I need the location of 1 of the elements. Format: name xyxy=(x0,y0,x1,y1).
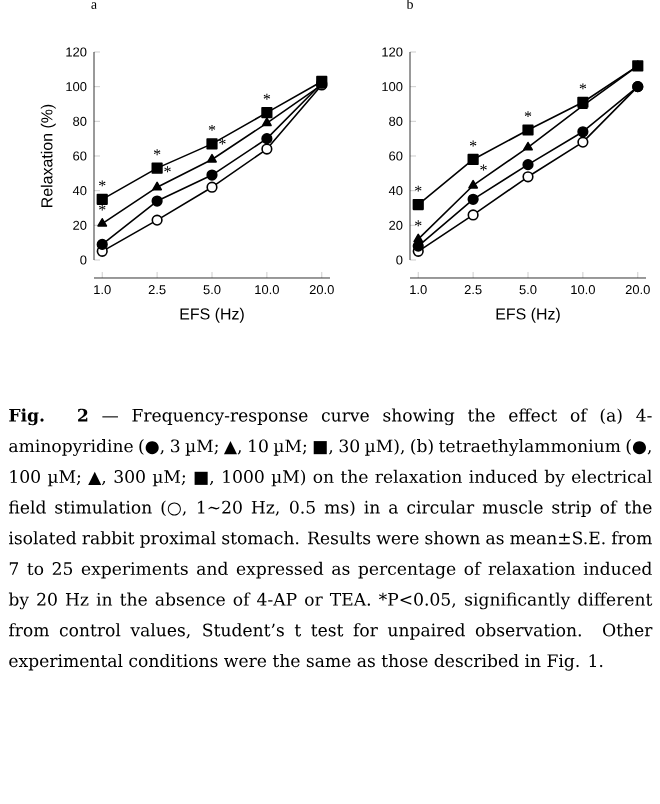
text: Fig. 2 — Frequency-response curve showing the effect of (a) 4-aminopyridine (●, 3 µM; ▲, 10 µM; ■, 30 µM), (b) tetraethylammonium (●, 100 µM; ▲, 300 µM; ■, 1000 µM) on the relaxation induced by electrical field stimulation (○, 1~20 Hz, 0.5 ms) in a circular muscle strip of the isolated rabbit proximal stomach. Results were shown as mean±S.E. from 7 to 25 experiments and expressed as percentage of relaxation induced by 20 Hz in the absence of 4-AP or TEA. *P<0.05, significantly different from control values, Student’s t test for unpaired observation. Other experimental conditions were the same as those described in Fig. 1. xyxy=(8,408,653,671)
